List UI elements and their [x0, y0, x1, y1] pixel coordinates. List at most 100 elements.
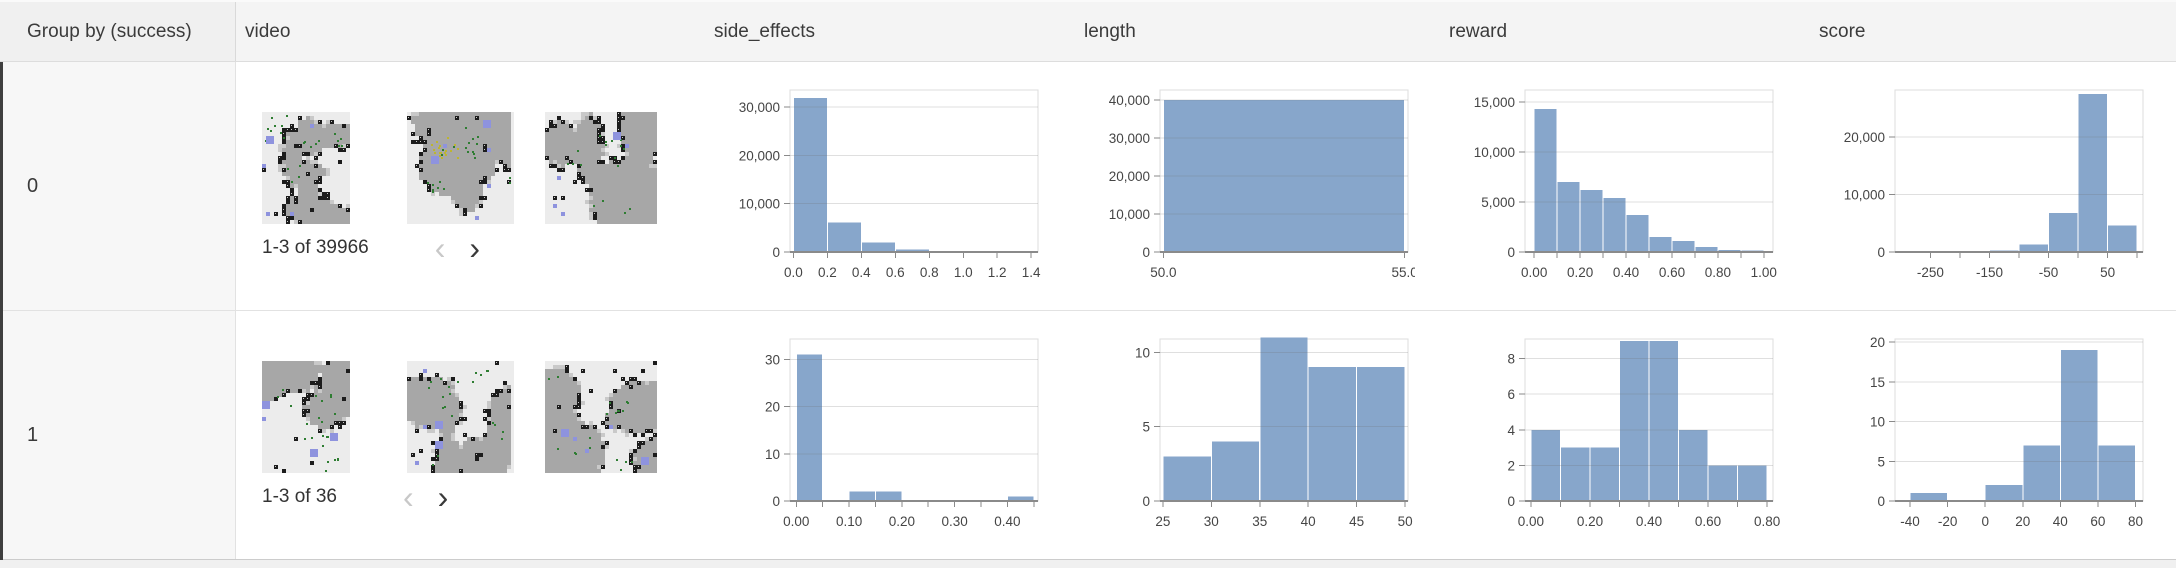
svg-text:0.0: 0.0: [784, 265, 803, 280]
pagination-label: 1-3 of 36: [262, 486, 337, 507]
svg-text:0.20: 0.20: [889, 514, 915, 529]
svg-text:0: 0: [1142, 494, 1150, 509]
length-cell: 0 5 10 25 30 35 40 45 50: [1075, 311, 1440, 559]
svg-text:40,000: 40,000: [1109, 93, 1150, 108]
video-thumbnail[interactable]: [407, 112, 514, 224]
column-header-side-effects[interactable]: side_effects: [714, 20, 816, 42]
svg-text:60: 60: [2090, 514, 2105, 529]
svg-text:5: 5: [1877, 454, 1885, 469]
svg-text:20: 20: [2015, 514, 2030, 529]
svg-text:-40: -40: [1900, 514, 1920, 529]
svg-text:20,000: 20,000: [739, 148, 780, 163]
length-histogram: 0 5 10 25 30 35 40 45 50: [1135, 337, 1413, 529]
svg-text:50.0: 50.0: [1150, 265, 1176, 280]
reward-histogram: 0 5,000 10,000 15,000 0.00 0.20 0.40 0.60 0.80 1.…: [1474, 89, 1777, 280]
svg-text:0.00: 0.00: [1521, 265, 1547, 280]
svg-text:0.40: 0.40: [994, 514, 1020, 529]
svg-text:-250: -250: [1917, 265, 1944, 280]
svg-text:5,000: 5,000: [1481, 195, 1515, 210]
svg-text:80: 80: [2128, 514, 2143, 529]
video-cell: 1-3 of 36 ‹ ›: [236, 311, 705, 559]
svg-text:0.20: 0.20: [1577, 514, 1603, 529]
svg-text:45: 45: [1349, 514, 1364, 529]
svg-text:0: 0: [772, 245, 780, 260]
svg-text:0.60: 0.60: [1695, 514, 1721, 529]
reward-cell: 0 2 4 6 8 0.00 0.20 0.40 0.60 0.80: [1440, 311, 1810, 559]
svg-text:0.2: 0.2: [818, 265, 837, 280]
column-header-score[interactable]: score: [1819, 20, 1866, 42]
svg-text:8: 8: [1507, 352, 1515, 367]
svg-text:1.00: 1.00: [1751, 265, 1777, 280]
svg-text:40: 40: [2053, 514, 2068, 529]
svg-text:0: 0: [772, 494, 780, 509]
prev-page-button[interactable]: ‹: [434, 230, 446, 266]
svg-text:55.0: 55.0: [1391, 265, 1415, 280]
video-thumbnails: [262, 361, 705, 473]
svg-text:1.0: 1.0: [954, 265, 973, 280]
next-page-button[interactable]: ›: [437, 479, 449, 515]
score-histogram: 0 10,000 20,000 -250 -150 -50 50: [1844, 89, 2144, 280]
table-row: 0 1-3 of 39966 ‹ › 0 10,000 20,000 30,000 0.…: [0, 62, 2176, 311]
next-page-button[interactable]: ›: [469, 230, 481, 266]
svg-text:20,000: 20,000: [1109, 169, 1150, 184]
svg-text:35: 35: [1252, 514, 1267, 529]
svg-text:10,000: 10,000: [739, 197, 780, 212]
svg-text:5: 5: [1142, 420, 1150, 435]
svg-text:-50: -50: [2039, 265, 2059, 280]
table-left-edge: [0, 62, 3, 560]
svg-text:0.30: 0.30: [941, 514, 967, 529]
score-histogram: 0 5 10 15 20 -40 -20 0 20 40 60 80: [1870, 335, 2144, 529]
video-thumbnail[interactable]: [545, 361, 657, 473]
video-thumbnail[interactable]: [545, 112, 657, 224]
svg-text:20: 20: [765, 400, 780, 415]
svg-text:1.2: 1.2: [988, 265, 1007, 280]
score-cell: 0 10,000 20,000 -250 -150 -50 50: [1810, 62, 2176, 310]
reward-histogram: 0 2 4 6 8 0.00 0.20 0.40 0.60 0.80: [1507, 338, 1780, 529]
svg-text:0: 0: [1507, 494, 1515, 509]
prev-page-button[interactable]: ‹: [403, 479, 414, 515]
reward-cell: 0 5,000 10,000 15,000 0.00 0.20 0.40 0.60 0.80 1.…: [1440, 62, 1810, 310]
svg-text:20,000: 20,000: [1844, 130, 1885, 145]
svg-text:20: 20: [1870, 335, 1885, 350]
side-effects-histogram: 0 10,000 20,000 30,000 0.0 0.2 0.4 0.6 0.8 1.0 1.2…: [739, 89, 1041, 280]
svg-text:0.80: 0.80: [1754, 514, 1780, 529]
video-thumbnail[interactable]: [262, 112, 350, 224]
svg-text:0: 0: [1981, 514, 1989, 529]
video-pager: 1-3 of 36 ‹ ›: [262, 479, 705, 515]
svg-text:6: 6: [1507, 387, 1515, 402]
svg-text:0.40: 0.40: [1613, 265, 1639, 280]
column-header-group-by[interactable]: Group by (success): [0, 2, 236, 61]
svg-text:10,000: 10,000: [1109, 207, 1150, 222]
svg-text:30: 30: [765, 352, 780, 367]
table-header-row: Group by (success) video side_effects le…: [0, 2, 2176, 62]
svg-text:50: 50: [2100, 265, 2115, 280]
svg-text:0.40: 0.40: [1636, 514, 1662, 529]
side-effects-cell: 0 10,000 20,000 30,000 0.0 0.2 0.4 0.6 0.8 1.0 1.2…: [705, 62, 1075, 310]
svg-text:0: 0: [1877, 245, 1885, 260]
svg-text:0.8: 0.8: [920, 265, 939, 280]
svg-text:10,000: 10,000: [1474, 145, 1515, 160]
svg-text:30: 30: [1204, 514, 1219, 529]
score-cell: 0 5 10 15 20 -40 -20 0 20 40 60 80: [1810, 311, 2176, 559]
group-value-cell: 0: [0, 62, 236, 310]
column-header-video[interactable]: video: [245, 20, 291, 42]
svg-text:15,000: 15,000: [1474, 95, 1515, 110]
svg-text:1.4: 1.4: [1022, 265, 1041, 280]
video-thumbnail[interactable]: [262, 361, 350, 473]
column-header-reward[interactable]: reward: [1449, 20, 1508, 42]
column-header-length[interactable]: length: [1084, 20, 1136, 42]
svg-text:30,000: 30,000: [1109, 131, 1150, 146]
table-row: 1 1-3 of 36 ‹ › 0 10 20 30 0.00 0.10 0.20 0.30 0…: [0, 311, 2176, 560]
svg-text:10: 10: [1870, 415, 1885, 430]
svg-text:10: 10: [1135, 345, 1150, 360]
svg-text:0.4: 0.4: [852, 265, 871, 280]
svg-text:30,000: 30,000: [739, 100, 780, 115]
svg-text:40: 40: [1301, 514, 1316, 529]
svg-text:0.60: 0.60: [1659, 265, 1685, 280]
svg-text:0: 0: [1877, 494, 1885, 509]
side-effects-cell: 0 10 20 30 0.00 0.10 0.20 0.30 0.40: [705, 311, 1075, 559]
svg-text:-20: -20: [1938, 514, 1958, 529]
video-thumbnail[interactable]: [407, 361, 514, 473]
side-effects-histogram: 0 10 20 30 0.00 0.10 0.20 0.30 0.40: [765, 338, 1039, 529]
pagination-label: 1-3 of 39966: [262, 237, 369, 258]
